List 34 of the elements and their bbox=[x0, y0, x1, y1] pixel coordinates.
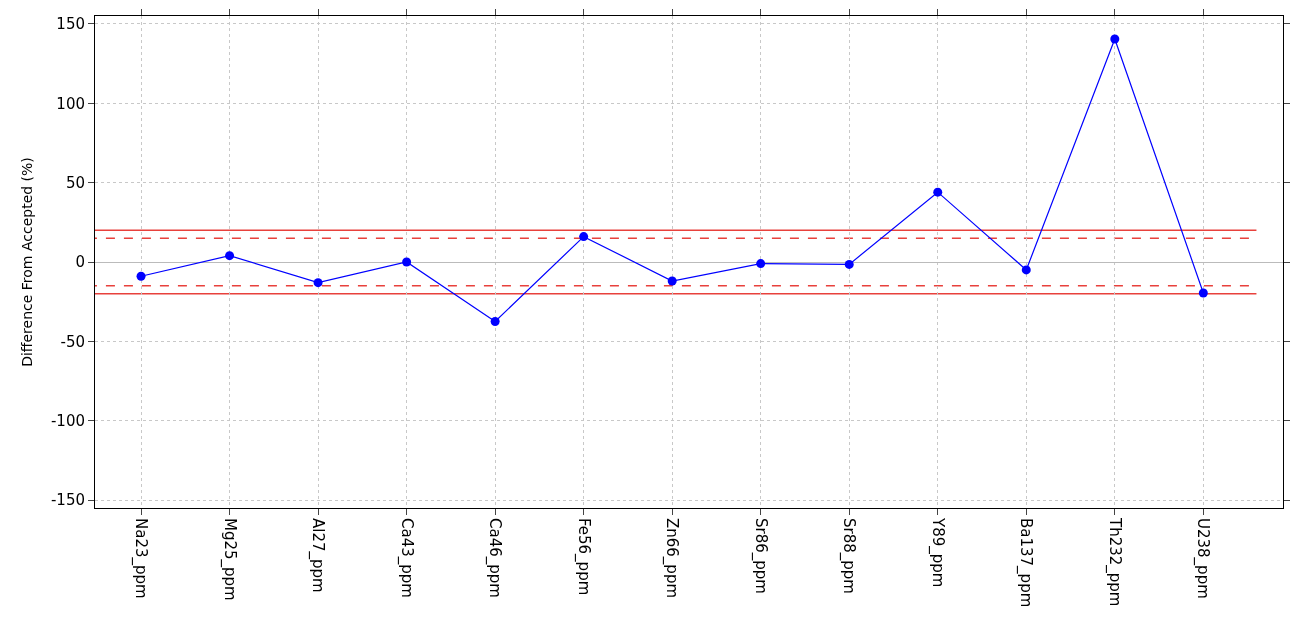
x-tick-label: Th232_ppm bbox=[1104, 517, 1124, 607]
x-tick-label: Ca43_ppm bbox=[396, 518, 416, 598]
x-tick-label: Ca46_ppm bbox=[485, 518, 505, 598]
x-tick-label: Y89_ppm bbox=[927, 517, 947, 588]
x-tick-label: Sr86_ppm bbox=[750, 518, 770, 594]
x-tick-label: Ba137_ppm bbox=[1016, 518, 1036, 608]
x-tick-label: Fe56_ppm bbox=[573, 518, 593, 596]
x-tick-label: Sr88_ppm bbox=[839, 518, 859, 594]
point bbox=[490, 317, 500, 327]
y-tick-label: 150 bbox=[56, 15, 85, 34]
y-tick-label: -150 bbox=[50, 491, 85, 510]
point bbox=[1198, 288, 1208, 298]
y-tick-label: 100 bbox=[56, 94, 85, 113]
x-tick-label: U238_ppm bbox=[1193, 518, 1213, 599]
x-tick-label: Mg25_ppm bbox=[219, 518, 239, 601]
point bbox=[667, 276, 677, 286]
point bbox=[844, 259, 854, 269]
point bbox=[402, 257, 412, 267]
point bbox=[756, 259, 766, 269]
point bbox=[1021, 265, 1031, 275]
y-tick-label: -50 bbox=[60, 332, 85, 351]
point bbox=[136, 271, 146, 281]
x-tick-label: Na23_ppm bbox=[131, 518, 151, 599]
y-tick-label: 50 bbox=[65, 173, 85, 192]
point bbox=[933, 187, 943, 197]
y-tick-label: 0 bbox=[75, 253, 85, 272]
x-tick-label: Zn66_ppm bbox=[662, 518, 682, 599]
point bbox=[225, 251, 235, 261]
y-tick-label: -100 bbox=[50, 411, 85, 430]
x-tick-label: Al27_ppm bbox=[308, 518, 328, 593]
point bbox=[313, 278, 323, 288]
y-axis-title: Difference From Accepted (%) bbox=[18, 157, 35, 367]
point bbox=[579, 232, 589, 242]
point bbox=[1110, 34, 1120, 44]
